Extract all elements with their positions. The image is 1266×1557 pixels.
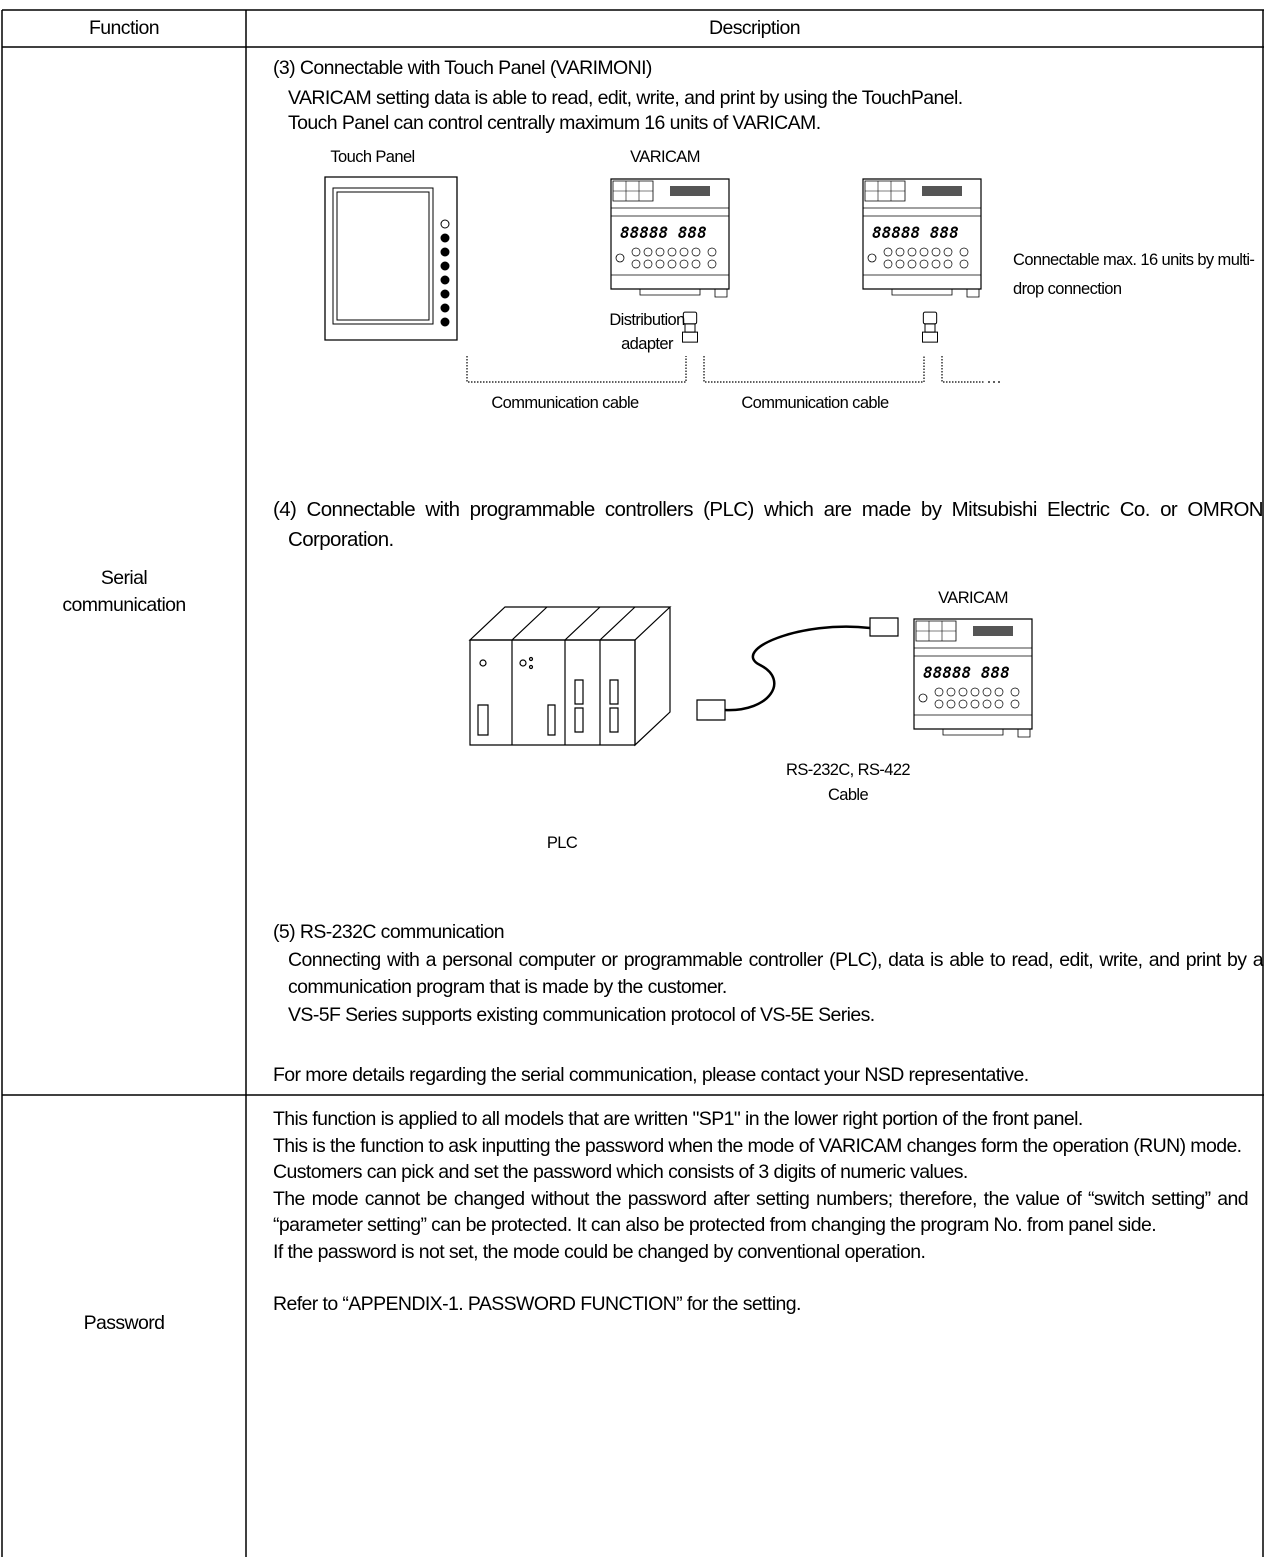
header-cell: Description (709, 17, 801, 39)
section-line: VS-5F Series supports existing communica… (288, 1004, 875, 1026)
table-lines (2, 10, 1264, 1557)
figure-touch-panel (325, 177, 1003, 382)
figure-label: Cable (827, 786, 869, 804)
paragraph: The mode cannot be changed without the p… (273, 1187, 1249, 1237)
paragraph: Customers can pick and set the password … (273, 1161, 968, 1183)
figure-label: Connectable max. 16 units by multi-drop … (1013, 251, 1255, 298)
section-heading: (5) RS-232C communication (273, 921, 505, 943)
figure-label: VARICAM (630, 148, 700, 166)
section-heading: (4) Connectable with programmable contro… (273, 498, 1264, 551)
paragraph: If the password is not set, the mode cou… (273, 1240, 926, 1263)
paragraph: This function is applied to all models t… (273, 1108, 1083, 1130)
paragraph: Refer to “APPENDIX-1. PASSWORD FUNCTION”… (273, 1293, 801, 1315)
figure-plc (470, 607, 1033, 745)
paragraph: This is the function to ask inputting th… (273, 1134, 1242, 1157)
section-line: VARICAM setting data is able to read, ed… (288, 87, 963, 109)
section-line: Connecting with a personal computer or p… (288, 949, 1264, 998)
figure-label: RS-232C, RS-422 (786, 761, 911, 779)
function-cell: Password (83, 1312, 165, 1334)
section-heading: (3) Connectable with Touch Panel (VARIMO… (273, 57, 652, 79)
password-description: This function is applied to all models t… (273, 1106, 1249, 1318)
section-line: Connecting with a personal computer or p… (273, 947, 1264, 1001)
section-line: Touch Panel can control centrally maximu… (288, 112, 821, 134)
figure-label: Distribution adapter (609, 311, 685, 353)
header-cell: Function (89, 17, 160, 39)
figure-label: VARICAM (938, 589, 1008, 607)
note: For more details regarding the serial co… (273, 1064, 1029, 1086)
figure-label: Communication cable (491, 394, 639, 412)
figure-label: Touch Panel (330, 148, 415, 166)
figure-label: PLC (546, 834, 578, 852)
function-cell: Serial communication (62, 567, 186, 616)
figure-label: Communication cable (741, 394, 889, 412)
